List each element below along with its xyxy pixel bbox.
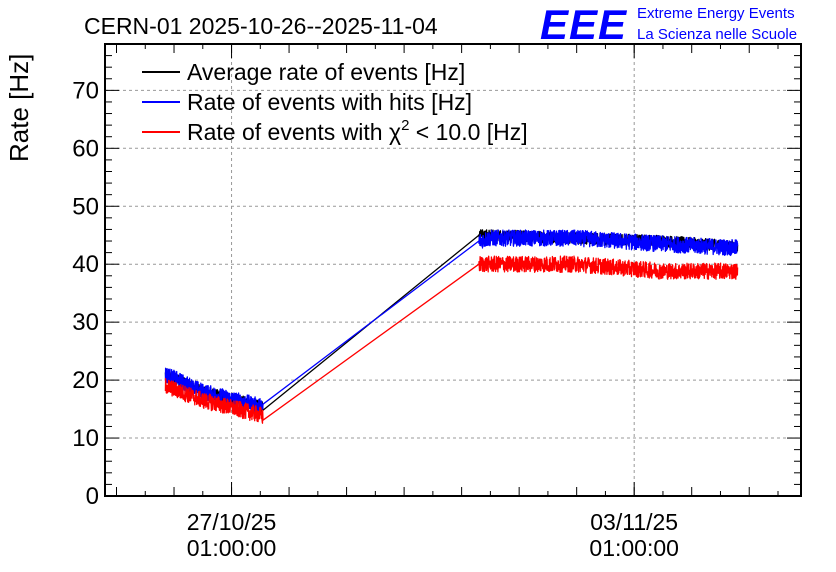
series-line-hits bbox=[164, 229, 739, 415]
y-tick-label: 0 bbox=[86, 483, 99, 510]
x-tick-time-label: 01:00:00 bbox=[589, 535, 679, 561]
chart-title: CERN-01 2025-10-26--2025-11-04 bbox=[84, 13, 438, 39]
series-line-average bbox=[164, 229, 739, 413]
eee-logo: EEE bbox=[540, 1, 628, 48]
legend-label-chi2: Rate of events with χ2 < 10.0 [Hz] bbox=[187, 117, 528, 145]
y-tick-label: 60 bbox=[72, 135, 99, 162]
series-group bbox=[164, 229, 739, 424]
grid bbox=[105, 44, 801, 496]
legend-label-hits: Rate of events with hits [Hz] bbox=[187, 89, 472, 115]
y-tick-label: 30 bbox=[72, 309, 99, 336]
org-name-line1: Extreme Energy Events bbox=[637, 5, 795, 22]
plot-frame bbox=[104, 43, 802, 497]
legend-label-average: Average rate of events [Hz] bbox=[187, 59, 465, 85]
y-tick-label: 50 bbox=[72, 193, 99, 220]
x-tick-date-label: 27/10/25 bbox=[187, 509, 277, 535]
y-tick-label: 20 bbox=[72, 367, 99, 394]
y-axis-label: Rate [Hz] bbox=[4, 54, 34, 162]
y-tick-label: 10 bbox=[72, 425, 99, 452]
y-tick-label: 70 bbox=[72, 77, 99, 104]
y-tick-label: 40 bbox=[72, 251, 99, 278]
x-tick-time-label: 01:00:00 bbox=[187, 535, 277, 561]
legend: Average rate of events [Hz] Rate of event… bbox=[142, 59, 528, 145]
axes: 01020304050607027/10/2501:00:0003/11/250… bbox=[72, 43, 801, 561]
x-tick-date-label: 03/11/25 bbox=[590, 509, 678, 535]
series-line-chi2 bbox=[164, 255, 739, 424]
org-name-line2: La Scienza nelle Scuole bbox=[637, 26, 797, 43]
